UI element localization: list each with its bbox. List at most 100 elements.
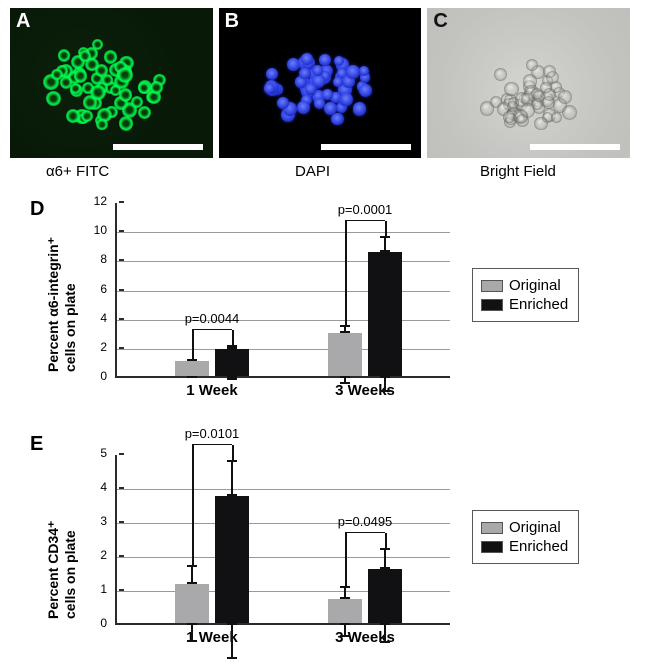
cell bbox=[520, 103, 535, 118]
y-axis-title-line: cells on plate bbox=[62, 521, 78, 619]
panel-B-caption: DAPI bbox=[295, 163, 330, 180]
legend-swatch bbox=[481, 541, 503, 553]
legend-item: Enriched bbox=[481, 538, 568, 555]
p-value-label: p=0.0101 bbox=[185, 426, 240, 441]
micrograph-row: A B C bbox=[10, 8, 630, 158]
panel-A-caption: α6+ FITC bbox=[46, 163, 109, 180]
chart-E-plot: 0123451 Weekp=0.01013 Weeksp=0.0495 bbox=[115, 455, 450, 625]
cell bbox=[305, 83, 316, 94]
figure-canvas: A B C α6+ FITC DAPI Bright Field D 02468… bbox=[0, 0, 650, 664]
enriched-bar bbox=[215, 496, 249, 624]
panel-C: C bbox=[427, 8, 630, 158]
cell bbox=[277, 97, 289, 109]
panel-B-scalebar bbox=[321, 144, 411, 150]
cell bbox=[359, 84, 372, 97]
cell bbox=[543, 65, 557, 79]
cell bbox=[551, 112, 562, 123]
chart-E-ytitle: Percent CD34⁺cells on plate bbox=[45, 521, 78, 619]
cell bbox=[60, 76, 72, 88]
cell bbox=[264, 83, 275, 94]
ytick: 2 bbox=[100, 340, 117, 354]
panel-B-letter: B bbox=[225, 10, 239, 33]
panel-C-scalebar bbox=[530, 144, 620, 150]
panel-C-cluster bbox=[427, 8, 630, 158]
legend-item: Enriched bbox=[481, 296, 568, 313]
cell bbox=[58, 49, 70, 61]
ytick: 0 bbox=[100, 616, 117, 630]
panel-A-scalebar bbox=[113, 144, 203, 150]
cell bbox=[503, 111, 514, 122]
original-bar bbox=[175, 584, 209, 623]
enriched-bar bbox=[215, 349, 249, 376]
legend-item: Original bbox=[481, 519, 568, 536]
y-axis-title-line: Percent CD34⁺ bbox=[45, 521, 62, 619]
legend-label: Enriched bbox=[509, 296, 568, 313]
original-bar bbox=[328, 599, 362, 623]
cell bbox=[319, 54, 331, 66]
cell bbox=[150, 81, 163, 94]
ytick: 2 bbox=[100, 548, 117, 562]
ytick: 3 bbox=[100, 514, 117, 528]
y-axis-title-line: cells on plate bbox=[62, 237, 78, 372]
cell bbox=[534, 117, 547, 130]
original-bar bbox=[175, 361, 209, 376]
significance-bracket bbox=[192, 329, 232, 330]
cell bbox=[480, 101, 495, 116]
ytick: 5 bbox=[100, 446, 117, 460]
chart-D-plot: 0246810121 Weekp=0.00443 Weeksp=0.0001 bbox=[115, 203, 450, 378]
cell bbox=[117, 67, 133, 83]
ytick: 6 bbox=[100, 282, 117, 296]
p-value-label: p=0.0495 bbox=[338, 514, 393, 529]
ytick: 0 bbox=[100, 369, 117, 383]
legend-swatch bbox=[481, 522, 503, 534]
p-value-label: p=0.0001 bbox=[338, 202, 393, 217]
cell bbox=[138, 106, 151, 119]
enriched-bar bbox=[368, 252, 402, 376]
legend-swatch bbox=[481, 299, 503, 311]
significance-bracket bbox=[345, 532, 385, 533]
cell bbox=[90, 85, 105, 100]
ytick: 4 bbox=[100, 480, 117, 494]
cell bbox=[558, 90, 573, 105]
legend-label: Enriched bbox=[509, 538, 568, 555]
original-bar bbox=[328, 333, 362, 376]
cell bbox=[353, 102, 366, 115]
legend-label: Original bbox=[509, 277, 561, 294]
significance-bracket bbox=[345, 220, 385, 221]
ytick: 8 bbox=[100, 252, 117, 266]
cell bbox=[526, 59, 538, 71]
panel-C-letter: C bbox=[433, 10, 447, 33]
cell bbox=[119, 116, 134, 131]
panel-B: B bbox=[219, 8, 422, 158]
significance-bracket bbox=[192, 444, 232, 445]
ytick: 10 bbox=[94, 223, 117, 237]
panel-D-letter: D bbox=[30, 198, 44, 221]
x-category-label: 1 Week bbox=[186, 623, 237, 646]
cell bbox=[297, 101, 309, 113]
legend-item: Original bbox=[481, 277, 568, 294]
p-value-label: p=0.0044 bbox=[185, 311, 240, 326]
chart-D-ytitle: Percent α6-integrin⁺cells on plate bbox=[45, 237, 78, 372]
panel-E-letter: E bbox=[30, 433, 43, 456]
chart-D-legend: Original Enriched bbox=[472, 268, 579, 322]
legend-swatch bbox=[481, 280, 503, 292]
ytick: 4 bbox=[100, 311, 117, 325]
cell bbox=[81, 110, 93, 122]
panel-C-caption: Bright Field bbox=[480, 163, 556, 180]
enriched-bar bbox=[368, 569, 402, 623]
y-axis-title-line: Percent α6-integrin⁺ bbox=[45, 237, 62, 372]
cell bbox=[46, 91, 61, 106]
cell bbox=[494, 68, 507, 81]
cell bbox=[346, 65, 360, 79]
panel-A-cluster bbox=[10, 8, 213, 158]
panel-A: A bbox=[10, 8, 213, 158]
cell bbox=[562, 105, 577, 120]
cell bbox=[138, 82, 150, 94]
cell bbox=[74, 69, 88, 83]
cell bbox=[322, 89, 333, 100]
ytick: 1 bbox=[100, 582, 117, 596]
cell bbox=[266, 68, 278, 80]
panel-B-cluster bbox=[219, 8, 422, 158]
cell bbox=[301, 53, 313, 65]
cell bbox=[119, 88, 133, 102]
